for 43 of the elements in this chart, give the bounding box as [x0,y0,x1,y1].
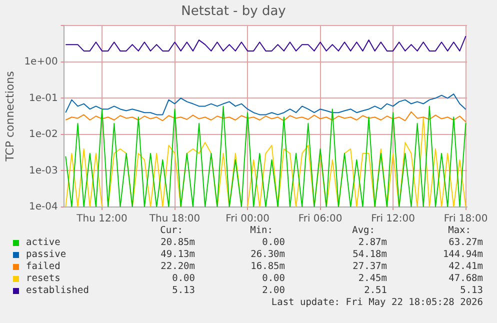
x-tick-label: Fri 12:00 [371,214,415,225]
y-tick-label: 1e-04 [28,202,58,213]
text: Avg: [352,225,375,236]
legend-label: failed [26,261,60,272]
chart-title: Netstat - by day [181,4,286,20]
text: 54.18m [352,249,387,260]
text: 16.85m [250,261,285,272]
y-tick-label: 1e-03 [28,165,58,176]
text: Last update: Fri May 22 18:05:28 2026 [271,297,483,308]
y-axis-title: TCP connections [3,70,16,162]
text: 2.51 [364,285,387,296]
x-tick-label: Fri 00:00 [226,214,270,225]
text: 0.00 [172,273,195,284]
y-tick-label: 1e-01 [28,92,58,104]
x-tick-label: Fri 06:00 [298,214,342,225]
text: Max: [448,225,471,236]
text: 42.41m [448,261,483,272]
legend-label: active [26,237,60,248]
x-tick-label: Fri 18:00 [444,214,488,225]
x-tick-label: Thu 12:00 [76,214,128,225]
text: 22.20m [160,261,195,272]
y-tick-label: 1e-02 [28,129,58,140]
text: 27.37m [352,261,387,272]
text: 5.13 [172,285,195,296]
text: 5.13 [460,285,483,296]
x-tick-label: Thu 18:00 [148,214,200,225]
text: Min: [250,225,273,236]
text: 26.30m [250,249,285,260]
text: 2.45m [358,273,387,284]
text: 63.27m [448,237,483,248]
legend-label: passive [26,249,66,260]
text: 49.13m [160,249,195,260]
text: 0.00 [262,237,285,248]
y-tick-label: 1e+00 [24,56,58,68]
text: 47.68m [448,273,483,284]
text: 2.87m [358,237,387,248]
text: 2.00 [262,285,285,296]
legend-label: resets [26,273,60,284]
text: 20.85m [160,237,195,248]
text: 0.00 [262,273,285,284]
text: 144.94m [442,249,483,260]
text: Cur: [160,225,183,236]
legend-label: established [26,285,89,296]
